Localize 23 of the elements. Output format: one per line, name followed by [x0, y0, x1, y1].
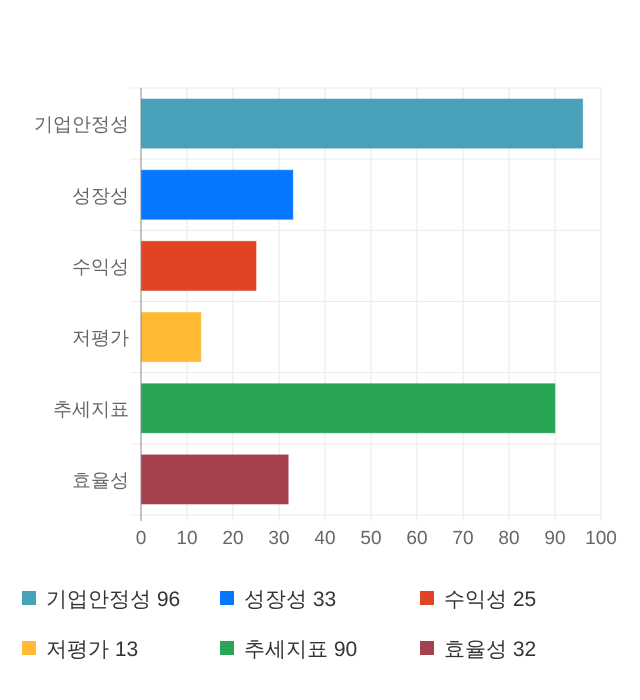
legend-label: 수익성 25: [444, 588, 536, 611]
x-tick-label: 90: [544, 528, 566, 549]
y-tick-label: 추세지표: [53, 399, 129, 420]
legend-label: 추세지표 90: [244, 638, 358, 661]
x-tick-label: 80: [498, 528, 520, 549]
x-tick-label: 0: [136, 528, 146, 549]
x-tick-label: 60: [406, 528, 428, 549]
x-tick-label: 40: [314, 528, 336, 549]
legend-label: 효율성 32: [444, 638, 536, 661]
y-tick-label: 성장성: [72, 186, 129, 207]
x-tick-label: 70: [452, 528, 474, 549]
y-tick-label: 기업안정성: [34, 114, 129, 136]
x-tick-label: 100: [585, 528, 617, 549]
x-tick-label: 50: [360, 528, 382, 549]
y-tick-label: 저평가: [72, 328, 129, 350]
x-tick-label: 10: [176, 528, 198, 549]
y-tick-label: 효율성: [72, 470, 129, 492]
y-tick-label: 수익성: [72, 256, 129, 278]
x-tick-label: 30: [268, 528, 290, 549]
legend-label: 기업안정성 96: [46, 588, 180, 611]
legend-label: 성장성 33: [244, 588, 336, 611]
legend-label: 저평가 13: [46, 638, 138, 661]
x-tick-label: 20: [222, 528, 244, 549]
